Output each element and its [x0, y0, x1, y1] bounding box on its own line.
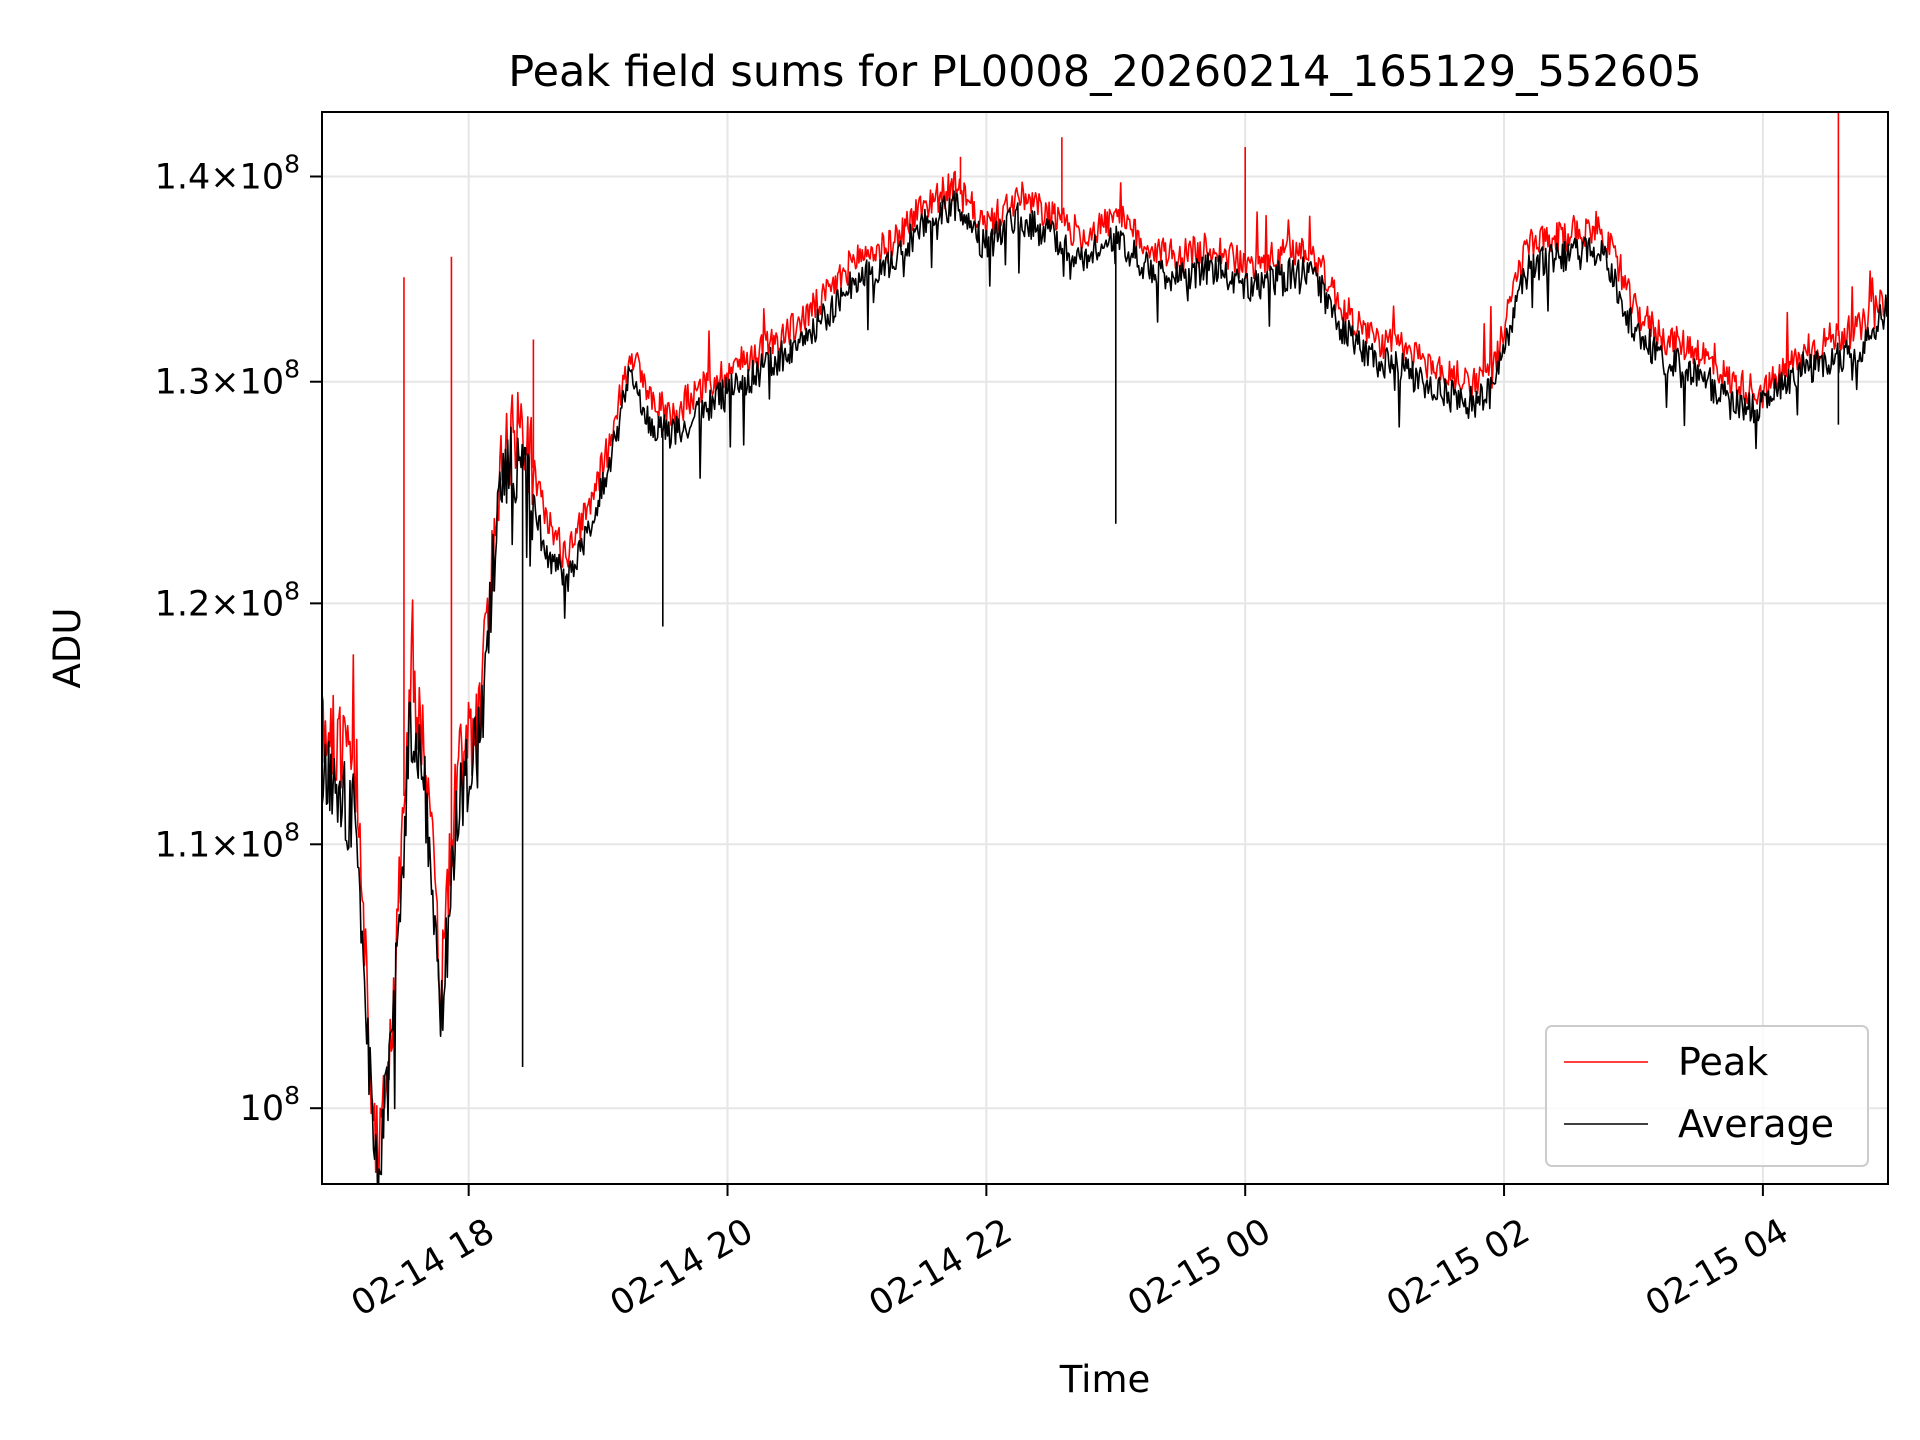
x-axis-label: Time	[1059, 1358, 1151, 1401]
y-axis-ticks: 1.4×108 1.3×108 1.2×108 1.1×108 108	[155, 150, 322, 1129]
legend-label-peak: Peak	[1678, 1040, 1768, 1084]
chart-title: Peak field sums for PL0008_20260214_1651…	[508, 47, 1702, 97]
series-line-average	[322, 190, 1888, 1184]
y-tick-label: 1.4×108	[155, 150, 300, 198]
legend-box	[1545, 1025, 1869, 1167]
y-tick-label: 1.2×108	[155, 576, 300, 624]
y-axis-label: ADU	[46, 608, 89, 689]
legend: Peak Average	[1545, 1025, 1869, 1167]
plot-series	[322, 112, 1888, 1184]
legend-label-average: Average	[1678, 1102, 1834, 1146]
series-line-peak	[322, 170, 1888, 1174]
y-tick-label: 1.1×108	[155, 817, 300, 865]
axes-frame	[321, 111, 1889, 1185]
y-tick-label: 1.3×108	[155, 355, 300, 403]
y-tick-label: 108	[240, 1081, 300, 1129]
